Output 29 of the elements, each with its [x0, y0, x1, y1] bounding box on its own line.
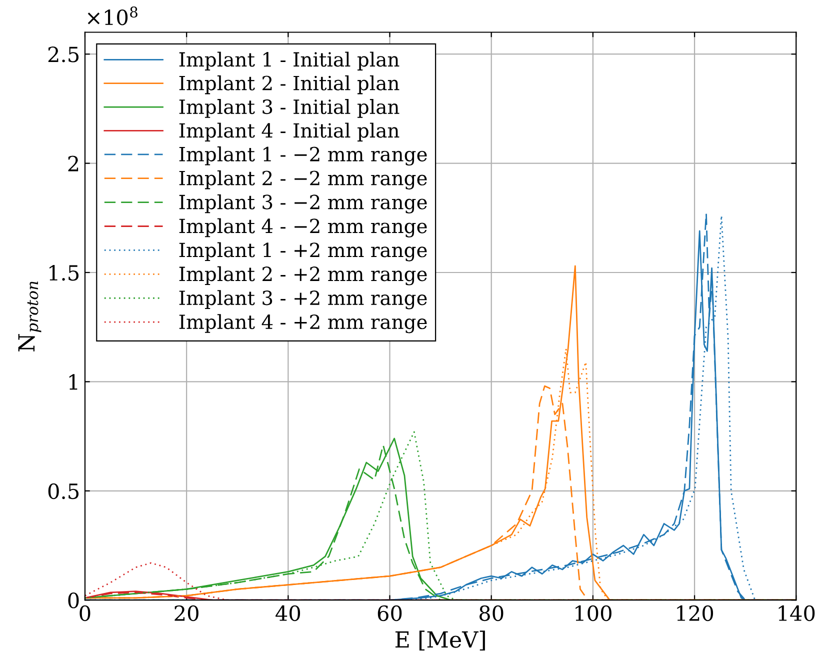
- x-tick-label: 120: [677, 605, 714, 622]
- legend-label: Implant 4 - Initial plan: [179, 122, 400, 142]
- y-tick-label: 0.5: [48, 483, 79, 500]
- x-tick-label: 80: [479, 605, 504, 622]
- x-tick-label: 60: [378, 605, 402, 622]
- y-tick-label: 1.5: [50, 264, 79, 281]
- legend-label: Implant 1 - Initial plan: [179, 52, 400, 71]
- legend-label: Implant 3 - Initial plan: [179, 99, 400, 118]
- x-tick-label: 40: [276, 605, 300, 622]
- y-axis-title: N$_{proton}$: [18, 282, 42, 352]
- legend-label: Implant 2 - −2 mm range: [179, 170, 427, 190]
- y-tick-label: 0: [68, 592, 79, 608]
- legend-label: Implant 2 - +2 mm range: [179, 266, 427, 286]
- legend-label: Implant 1 - +2 mm range: [179, 242, 427, 262]
- x-tick-label: 20: [174, 605, 198, 622]
- y-tick-label: 2: [68, 156, 78, 172]
- text: ×10$^{8}$: [88, 6, 138, 26]
- legend-label: Implant 3 - −2 mm range: [179, 194, 427, 214]
- legend-label: Implant 4 - −2 mm range: [179, 218, 427, 238]
- y-tick-label: 1: [69, 374, 78, 390]
- x-axis-title: E [MeV]: [395, 630, 485, 650]
- x-tick-label: 140: [778, 605, 815, 622]
- legend-label: Implant 2 - Initial plan: [179, 75, 400, 94]
- legend-label: Implant 1 - −2 mm range: [179, 146, 427, 166]
- x-tick-label: 100: [576, 605, 612, 622]
- y-tick-label: 2.5: [48, 46, 79, 62]
- legend-label: Implant 3 - +2 mm range: [179, 290, 427, 310]
- legend-label: Implant 4 - +2 mm range: [179, 314, 427, 334]
- x-tick-label: 0: [80, 605, 90, 622]
